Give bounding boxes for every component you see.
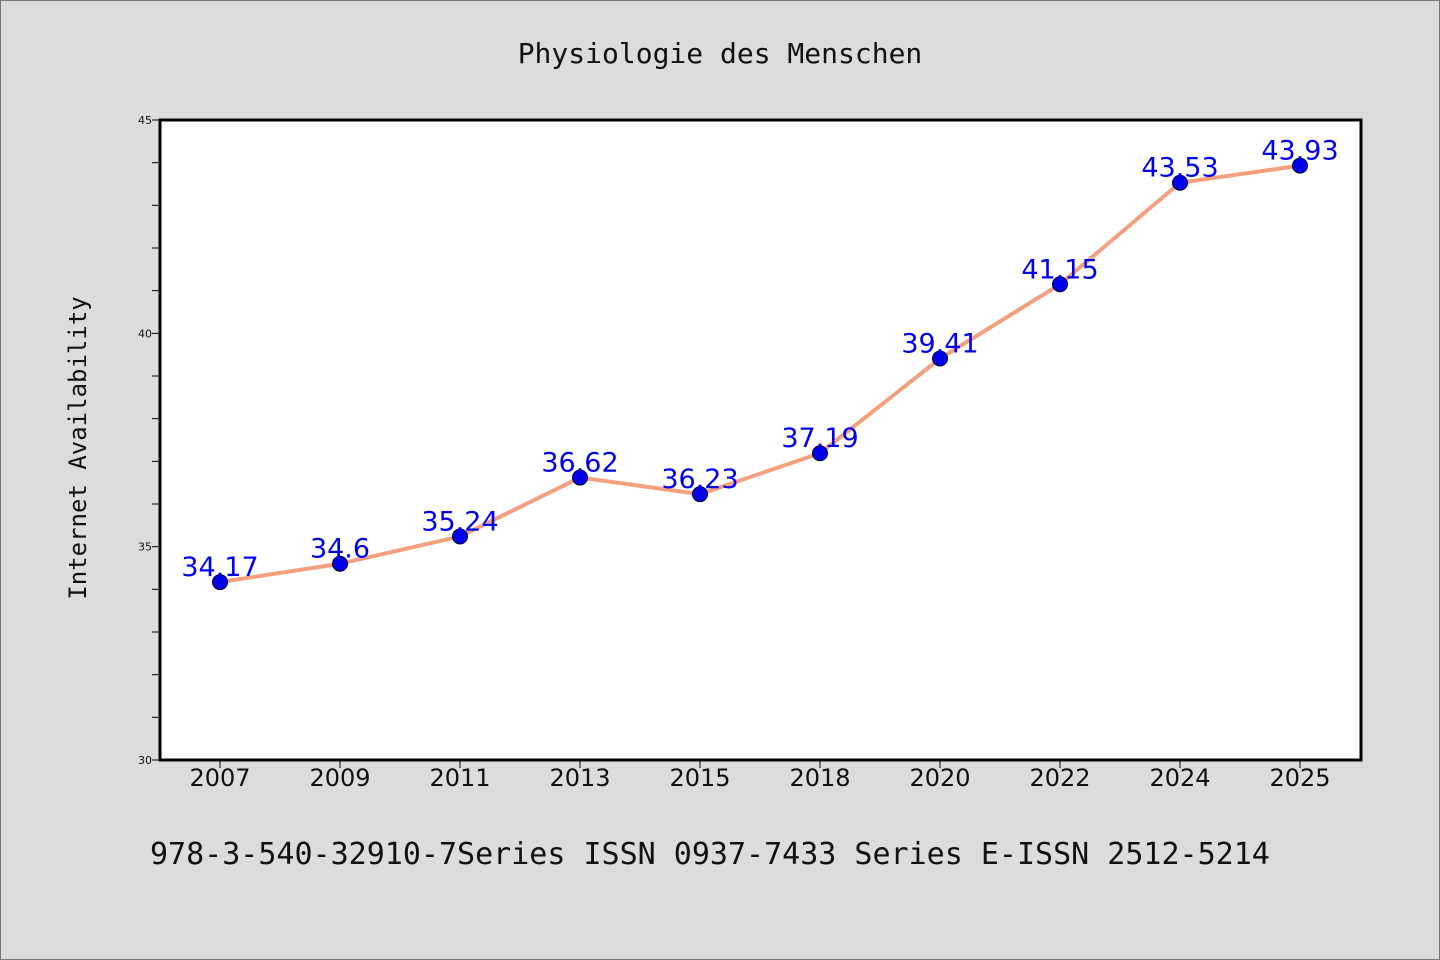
y-tick-label: 45 [138,114,152,127]
data-point [452,528,468,545]
data-point [1172,174,1188,191]
data-label: 39.41 [901,329,978,360]
data-point [1292,157,1308,174]
x-tick-label: 2015 [669,764,730,792]
data-label: 34.17 [181,552,258,583]
x-axis: 2007 2009 2011 2013 2015 2018 2020 2022 2024 2025 [189,760,1331,792]
data-point [572,469,588,486]
plot-area [158,118,1363,762]
y-tick-label: 40 [138,327,152,340]
data-point [212,574,228,591]
x-tick-label: 2018 [789,764,850,792]
data-label: 43.93 [1261,136,1338,167]
data-label: 34.6 [310,534,370,565]
x-tick-label: 2024 [1149,764,1210,792]
data-labels: 34.17 34.6 35.24 36.62 36.23 37.19 39.41 41.15 4… [181,136,1338,583]
data-point [812,445,828,462]
y-axis-label: Internet Availability [64,296,92,599]
chart-title: Physiologie des Menschen [518,37,923,70]
data-label: 36.23 [661,464,738,495]
x-tick-label: 2009 [309,764,370,792]
x-tick-label: 2013 [549,764,610,792]
x-tick-label: 2025 [1269,764,1330,792]
x-tick-label: 2022 [1029,764,1090,792]
data-point [332,555,348,572]
series-line [218,163,1302,585]
y-tick-label: 30 [138,754,152,767]
x-tick-label: 2007 [189,764,250,792]
x-tick-label: 2020 [909,764,970,792]
data-point [692,486,708,503]
data-label: 35.24 [421,506,498,537]
data-label: 43.53 [1141,153,1218,184]
data-label: 36.62 [541,448,618,479]
data-label: 41.15 [1021,254,1098,285]
footer-text: 978-3-540-32910-7Series ISSN 0937-7433 S… [150,837,1270,872]
y-axis: 30 35 40 45 [138,114,160,767]
data-point [932,350,948,367]
y-tick-label: 35 [138,541,152,554]
series-layer [212,157,1308,591]
data-label: 37.19 [781,423,858,454]
data-point [1052,276,1068,293]
x-tick-label: 2011 [429,764,490,792]
